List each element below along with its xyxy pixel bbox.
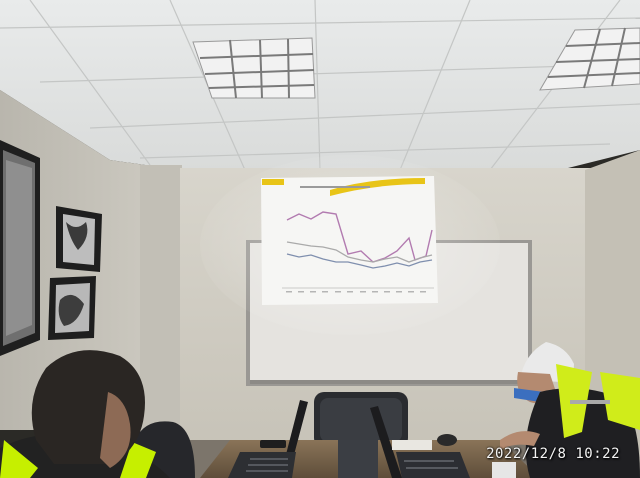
projected-slide (261, 176, 438, 305)
laptop-center (338, 406, 470, 478)
picture-frame-top (56, 206, 102, 272)
laptop-left (228, 400, 308, 478)
slide-series-lower (286, 253, 433, 269)
desk-cup (492, 462, 516, 478)
slide-series-middle (286, 241, 433, 263)
desk-phone (260, 440, 286, 448)
person-right (500, 342, 640, 478)
picture-frame-large (0, 140, 40, 356)
ceiling-light-left (192, 37, 316, 99)
wall-column (140, 165, 182, 435)
ceiling (0, 0, 640, 171)
slide-series-upper (286, 211, 433, 263)
ceiling-light-right (539, 27, 640, 91)
office-chair-back (314, 392, 408, 448)
slide-accent-swoosh (330, 178, 425, 196)
picture-frame-bottom (48, 276, 96, 340)
photo-timestamp: 2022/12/8 10:22 (486, 446, 620, 462)
desk-mouse (437, 434, 457, 446)
slide-logo (262, 179, 284, 185)
slide-title-blur (300, 186, 370, 188)
desk-paper (392, 440, 432, 450)
person-foreground (0, 350, 170, 478)
